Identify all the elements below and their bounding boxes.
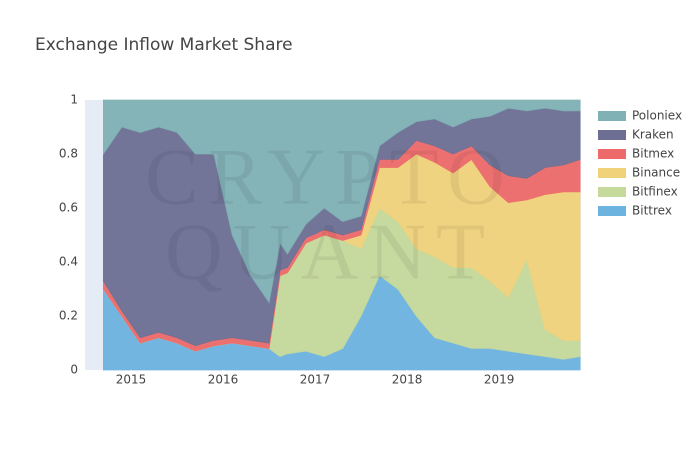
legend-label: Poloniex: [632, 109, 682, 123]
legend-label: Bitmex: [632, 147, 674, 161]
legend-swatch[interactable]: [598, 111, 626, 121]
legend-swatch[interactable]: [598, 187, 626, 197]
legend-swatch[interactable]: [598, 168, 626, 178]
y-tick-label: 0.6: [59, 201, 78, 215]
x-tick-label: 2018: [392, 373, 423, 387]
legend-swatch[interactable]: [598, 149, 626, 159]
watermark: QUANT: [165, 208, 495, 296]
legend-label: Bitfinex: [632, 185, 678, 199]
chart-title: Exchange Inflow Market Share: [35, 35, 293, 55]
x-tick-label: 2015: [116, 373, 147, 387]
x-tick-label: 2017: [300, 373, 331, 387]
area: [103, 99, 581, 304]
x-tick-label: 2016: [208, 373, 239, 387]
x-tick-label: 2019: [484, 373, 515, 387]
y-tick-label: 0.4: [59, 255, 78, 269]
y-tick-label: 1: [70, 93, 78, 107]
legend-label: Kraken: [632, 128, 674, 142]
watermark: CRYPTO: [145, 133, 515, 221]
legend-label: Bittrex: [632, 204, 672, 218]
legend-swatch[interactable]: [598, 130, 626, 140]
y-tick-label: 0.2: [59, 309, 78, 323]
y-tick-label: 0: [70, 363, 78, 377]
y-tick-label: 0.8: [59, 147, 78, 161]
legend-label: Binance: [632, 166, 680, 180]
legend-swatch[interactable]: [598, 206, 626, 216]
